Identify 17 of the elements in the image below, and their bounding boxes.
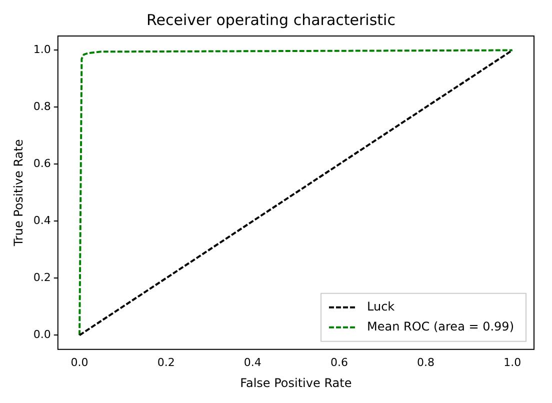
- y-tick-label: 0.2: [33, 271, 51, 284]
- x-tick-label: 1.0: [504, 356, 522, 369]
- chart-title: Receiver operating characteristic: [146, 10, 396, 29]
- y-axis-title: True Positive Rate: [11, 139, 26, 248]
- x-tick-label: 0.4: [244, 356, 262, 369]
- x-tick-label: 0.0: [70, 356, 88, 369]
- legend-label: Mean ROC (area = 0.99): [366, 320, 514, 334]
- y-tick-label: 0.0: [33, 328, 51, 342]
- x-tick-label: 0.6: [330, 356, 348, 369]
- y-tick-label: 1.0: [33, 43, 51, 56]
- y-tick-label: 0.4: [33, 214, 51, 228]
- x-tick-label: 0.8: [417, 356, 435, 369]
- legend-label: Luck: [366, 300, 395, 314]
- y-tick-label: 0.8: [33, 100, 51, 114]
- x-axis-title: False Positive Rate: [240, 376, 352, 390]
- y-tick-label: 0.6: [33, 157, 51, 170]
- x-tick-label: 0.2: [157, 356, 175, 369]
